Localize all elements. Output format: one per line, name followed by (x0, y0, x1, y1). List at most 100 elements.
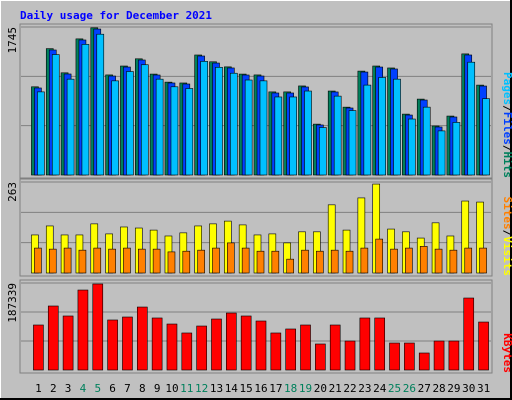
bar (333, 95, 342, 176)
bar (390, 248, 398, 274)
bar (467, 61, 476, 176)
x-tick-label: 2 (50, 382, 57, 395)
bar (92, 283, 104, 371)
bar (422, 106, 431, 176)
x-tick-label: 5 (94, 382, 101, 395)
bar (212, 247, 220, 274)
bar (241, 247, 250, 274)
x-tick-label: 29 (447, 382, 460, 395)
y-tick-label: 187339 (6, 283, 19, 323)
bar (167, 251, 176, 274)
legend: Sites/Visits (501, 197, 512, 277)
legend-entry: KBytes (501, 333, 512, 373)
bar (286, 258, 294, 274)
bar (211, 318, 222, 371)
bar (96, 33, 105, 176)
bar (478, 321, 489, 371)
bar (479, 247, 487, 274)
bar (405, 247, 413, 274)
bar (226, 312, 237, 371)
bar (271, 250, 280, 274)
bar (62, 315, 74, 371)
bar (437, 130, 446, 176)
x-tick-label: 28 (432, 382, 445, 395)
x-tick-label: 6 (109, 382, 116, 395)
bar (48, 248, 57, 274)
x-tick-label: 22 (343, 382, 356, 395)
bar (449, 249, 458, 274)
bar (256, 250, 265, 274)
bar (482, 98, 490, 176)
bar (289, 96, 297, 176)
bar (200, 61, 208, 176)
bar (433, 340, 445, 371)
bar (448, 340, 460, 371)
bar (434, 248, 443, 274)
bar (37, 91, 45, 176)
x-tick-label: 11 (180, 382, 193, 395)
bar (185, 88, 194, 176)
legend-separator: / (501, 105, 512, 112)
x-tick-label: 3 (65, 382, 72, 395)
bar (66, 78, 75, 176)
bar (126, 71, 134, 176)
bar (108, 248, 116, 274)
bar (404, 342, 415, 371)
bar (452, 122, 461, 176)
x-tick-label: 26 (403, 382, 416, 395)
bar (360, 247, 369, 274)
bar (359, 317, 371, 371)
bar (330, 249, 339, 274)
bar (345, 250, 354, 274)
chart-title: Daily usage for December 2021 (20, 9, 212, 22)
x-tick-label: 7 (124, 382, 131, 395)
bar (77, 289, 89, 371)
bar (151, 317, 163, 371)
bar (107, 319, 118, 371)
x-tick-label: 25 (388, 382, 401, 395)
bar (33, 324, 44, 371)
bar (111, 80, 119, 176)
x-tick-label: 9 (154, 382, 161, 395)
x-tick-label: 24 (373, 382, 387, 395)
legend: KBytes (501, 333, 512, 373)
bar (363, 84, 372, 176)
bar (389, 342, 400, 371)
bar (375, 238, 384, 274)
legend-entry: Sites (501, 197, 512, 230)
x-tick-label: 12 (195, 382, 208, 395)
bar (123, 247, 131, 274)
bar (274, 96, 283, 176)
bar (78, 249, 87, 274)
bar (329, 324, 341, 371)
legend-entry: Files (501, 112, 512, 145)
bar (182, 250, 191, 274)
bar (304, 90, 312, 176)
y-tick-label: 263 (6, 182, 19, 202)
bar (244, 79, 253, 176)
x-tick-label: 19 (299, 382, 312, 395)
bar (152, 248, 161, 274)
x-tick-label: 15 (240, 382, 253, 395)
bar (155, 78, 164, 176)
x-tick-label: 21 (329, 382, 342, 395)
bar (418, 352, 430, 371)
x-tick-label: 14 (225, 382, 239, 395)
x-tick-label: 16 (254, 382, 267, 395)
legend-separator: / (501, 145, 512, 152)
bar (215, 66, 223, 176)
bar (197, 249, 205, 274)
bar (136, 306, 148, 371)
bar (315, 343, 326, 371)
bar (181, 332, 193, 371)
bar (34, 247, 42, 274)
bar (300, 324, 311, 371)
legend-separator: / (501, 230, 512, 237)
bar (344, 340, 356, 371)
x-tick-label: 23 (358, 382, 371, 395)
bar (319, 127, 327, 176)
bar (227, 242, 235, 274)
x-tick-label: 8 (139, 382, 146, 395)
